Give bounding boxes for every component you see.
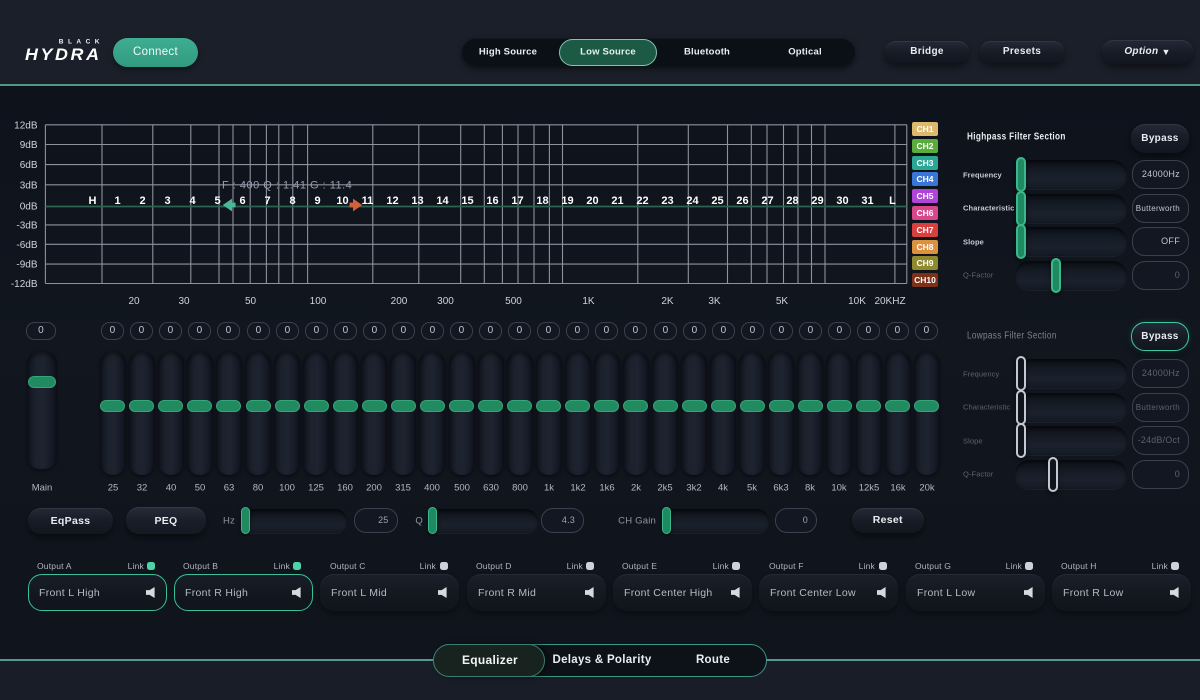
svg-text:-12dB: -12dB <box>11 279 38 290</box>
svg-text:5: 5 <box>214 195 220 207</box>
svg-text:F : 400 Q : 1.41 G : 11.4: F : 400 Q : 1.41 G : 11.4 <box>222 180 352 192</box>
svg-text:5K: 5K <box>776 296 789 307</box>
svg-text:29: 29 <box>811 195 823 207</box>
svg-text:14: 14 <box>436 195 449 207</box>
svg-text:16: 16 <box>486 195 498 207</box>
svg-text:6dB: 6dB <box>20 160 38 171</box>
svg-text:50: 50 <box>245 296 257 307</box>
svg-text:25: 25 <box>711 195 723 207</box>
svg-text:24: 24 <box>686 195 699 207</box>
svg-text:500: 500 <box>505 296 522 307</box>
svg-text:-3dB: -3dB <box>16 220 37 231</box>
svg-text:30: 30 <box>178 296 190 307</box>
svg-text:20: 20 <box>586 195 598 207</box>
svg-text:-9dB: -9dB <box>16 260 37 271</box>
svg-text:26: 26 <box>736 195 748 207</box>
svg-text:2K: 2K <box>661 296 674 307</box>
svg-text:8: 8 <box>289 195 295 207</box>
svg-text:10: 10 <box>336 195 348 207</box>
svg-text:17: 17 <box>511 195 523 207</box>
svg-text:4: 4 <box>189 195 196 207</box>
svg-text:12: 12 <box>386 195 398 207</box>
svg-text:H: H <box>89 195 97 207</box>
svg-text:200: 200 <box>391 296 408 307</box>
svg-text:3dB: 3dB <box>20 180 38 191</box>
svg-text:0dB: 0dB <box>20 202 38 213</box>
svg-text:20: 20 <box>128 296 140 307</box>
svg-text:11: 11 <box>362 195 374 207</box>
svg-text:L: L <box>889 195 896 207</box>
svg-text:15: 15 <box>461 195 473 207</box>
svg-text:7: 7 <box>264 195 270 207</box>
svg-text:21: 21 <box>611 195 623 207</box>
svg-text:9: 9 <box>314 195 320 207</box>
svg-text:19: 19 <box>561 195 573 207</box>
svg-text:300: 300 <box>437 296 454 307</box>
svg-text:2: 2 <box>139 195 145 207</box>
svg-text:1K: 1K <box>582 296 595 307</box>
svg-text:28: 28 <box>786 195 798 207</box>
svg-text:27: 27 <box>761 195 773 207</box>
svg-text:10K: 10K <box>848 296 866 307</box>
svg-text:18: 18 <box>536 195 548 207</box>
svg-text:-6dB: -6dB <box>16 240 37 251</box>
svg-text:20KHZ: 20KHZ <box>874 296 905 307</box>
svg-text:3: 3 <box>164 195 170 207</box>
svg-text:9dB: 9dB <box>20 140 38 151</box>
svg-text:6: 6 <box>239 195 245 207</box>
svg-text:30: 30 <box>836 195 848 207</box>
svg-text:100: 100 <box>310 296 327 307</box>
svg-text:1: 1 <box>114 195 120 207</box>
svg-text:13: 13 <box>411 195 423 207</box>
svg-text:22: 22 <box>636 195 648 207</box>
svg-text:31: 31 <box>861 195 873 207</box>
svg-text:3K: 3K <box>708 296 721 307</box>
svg-text:23: 23 <box>661 195 673 207</box>
svg-text:12dB: 12dB <box>14 120 38 131</box>
